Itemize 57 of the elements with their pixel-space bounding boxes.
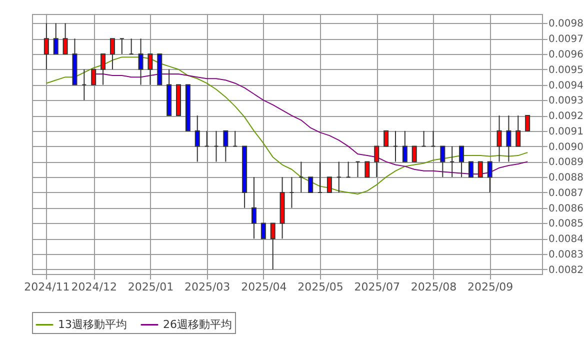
- x-tick-label: 2025/08: [410, 280, 457, 294]
- candlestick: [525, 115, 530, 132]
- candlestick: [468, 161, 474, 178]
- candlestick: [364, 161, 370, 178]
- candlestick: [194, 115, 200, 162]
- y-tick-label: 0.0089: [548, 157, 584, 168]
- candlestick: [251, 176, 256, 240]
- x-tick-label: 2025/07: [354, 280, 400, 294]
- candlestick: [412, 146, 417, 162]
- candlestick: [308, 176, 314, 193]
- candlestick: [516, 115, 521, 147]
- candlestick: [91, 68, 96, 86]
- candlestick: [440, 146, 446, 178]
- candlestick: [384, 130, 389, 147]
- y-tick-label: 0.0098: [548, 18, 584, 30]
- y-tick-label: 0.0086: [548, 203, 584, 214]
- y-tick-label: 0.0085: [548, 218, 584, 230]
- candlestick: [148, 54, 153, 86]
- y-tick-label: 0.0084: [548, 234, 584, 246]
- candlestick: [496, 115, 502, 162]
- y-tick-label: 0.0092: [548, 111, 584, 122]
- candlestick: [478, 161, 483, 178]
- x-tick-label: 2025/05: [298, 280, 344, 294]
- legend-label: 26週移動平均: [163, 318, 232, 331]
- candlestick: [506, 115, 512, 162]
- y-tick-label: 0.0090: [548, 142, 584, 153]
- candlestick: [138, 38, 144, 86]
- candlestick: [487, 161, 492, 193]
- y-tick-label: 0.0094: [548, 80, 584, 92]
- candlestick: [402, 130, 408, 162]
- x-tick-label: 2025/09: [467, 280, 514, 294]
- y-tick-label: 0.0088: [548, 172, 584, 184]
- candlestick: [374, 146, 380, 178]
- candlestick: [326, 176, 332, 193]
- candlestick: [270, 222, 276, 270]
- y-tick-label: 0.0095: [548, 64, 584, 76]
- legend-label: 13週移動平均: [58, 318, 127, 331]
- candlestick: [223, 130, 228, 162]
- candlestick: [62, 22, 68, 54]
- x-tick-label: 2025/01: [128, 280, 174, 294]
- x-tick-label: 2024/12: [71, 280, 117, 294]
- x-tick-label: 2024/11: [24, 280, 70, 294]
- y-tick-label: 0.0093: [548, 96, 584, 107]
- candlestick: [100, 54, 106, 86]
- y-tick-label: 0.0096: [548, 50, 584, 60]
- candlestick: [53, 22, 58, 54]
- x-tick-label: 2025/03: [184, 280, 230, 294]
- x-tick-label: 2025/04: [241, 280, 287, 294]
- candlestick: [110, 38, 115, 70]
- y-tick-label: 0.0083: [548, 250, 584, 260]
- candlestick: [44, 22, 49, 70]
- candlestick: [459, 146, 464, 178]
- y-tick-label: 0.0091: [548, 126, 584, 138]
- candlestick: [260, 222, 266, 240]
- y-tick-label: 0.0097: [548, 34, 584, 46]
- y-tick-label: 0.0087: [548, 188, 584, 199]
- y-tick-label: 0.0082: [548, 264, 584, 276]
